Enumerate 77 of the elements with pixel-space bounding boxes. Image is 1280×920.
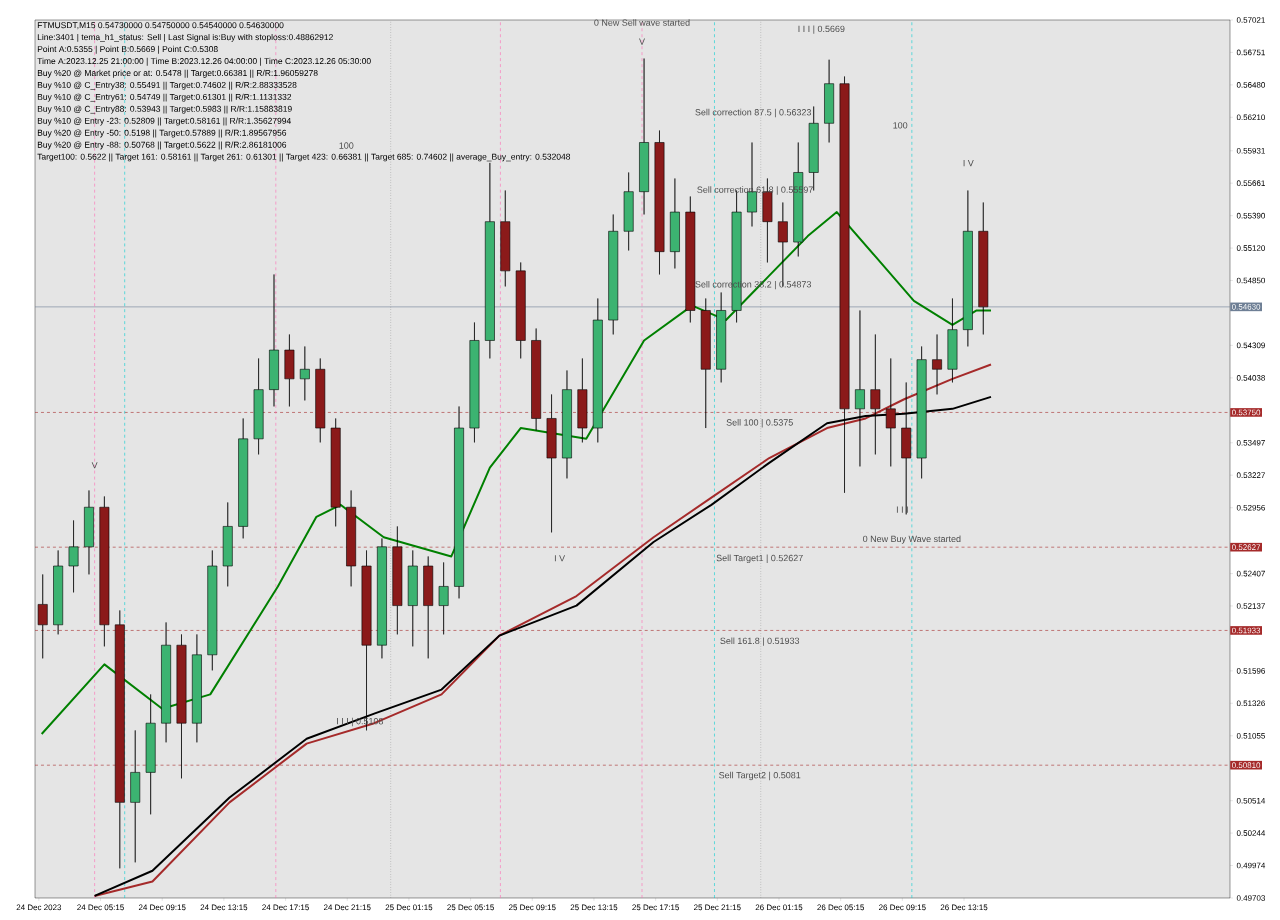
candlestick bbox=[161, 622, 171, 743]
candlestick bbox=[238, 418, 249, 539]
annotation: V bbox=[639, 38, 645, 45]
candlestick bbox=[392, 526, 403, 635]
candlestick bbox=[438, 562, 449, 635]
candlestick bbox=[68, 520, 79, 593]
candlestick bbox=[546, 394, 557, 533]
annotation: I I I | 0.5669 bbox=[798, 25, 845, 34]
candlestick bbox=[639, 58, 649, 215]
annotation: I I I bbox=[896, 506, 908, 513]
annotation: 0 New Sell wave started bbox=[594, 19, 690, 26]
candlestick bbox=[222, 502, 233, 587]
annotation: V bbox=[91, 462, 98, 469]
candlestick bbox=[608, 214, 619, 335]
candlestick bbox=[515, 262, 526, 359]
candlestick bbox=[978, 202, 989, 335]
candlestick bbox=[207, 550, 218, 671]
annotation: Sell 161.8 | 0.51933 bbox=[720, 637, 800, 646]
annotation: I V bbox=[963, 160, 974, 167]
annotation: Time A:2023.12.25 21:00:00 | Time B:2023.12.26 04:00:00 | Time C:2023.12.26 05:30:00 bbox=[37, 57, 371, 66]
candlestick bbox=[315, 358, 326, 443]
candlestick bbox=[145, 694, 156, 815]
candlestick bbox=[53, 550, 64, 635]
candlestick bbox=[531, 328, 542, 431]
candlestick bbox=[130, 730, 141, 863]
annotation: Sell Target1 | 0.52627 bbox=[716, 554, 803, 564]
candlestick bbox=[947, 298, 958, 383]
annotation: Sell Target2 | 0.5081 bbox=[719, 771, 801, 781]
annotation: Buy %10 @ Entry -23: 0.52809 || Target:0.58161 || R/R:1.35627994 bbox=[37, 117, 291, 126]
candlestick bbox=[114, 610, 125, 869]
annotation: Target100: 0.5622 || Target 161: 0.58161 || Target 261: 0.61301 || Target 423: 0.66381 || Target 685: 0.74602 || average_Buy_entry: 0.532048 bbox=[37, 153, 571, 162]
candlestick bbox=[577, 358, 588, 443]
annotation: 100 bbox=[893, 122, 908, 129]
candlestick bbox=[284, 334, 295, 407]
candlestick bbox=[454, 406, 464, 599]
candlestick bbox=[700, 298, 711, 429]
candlestick bbox=[407, 550, 418, 647]
candlestick bbox=[962, 190, 973, 347]
candlestick bbox=[669, 178, 680, 269]
candlestick bbox=[932, 334, 942, 395]
candlestick bbox=[623, 172, 634, 251]
annotation: Point A:0.5355 | Point B:0.5669 | Point C:0.5308 bbox=[37, 45, 218, 54]
chart-title: FTMUSDT,M15 0.54730000 0.54750000 0.54540000 0.54630000 bbox=[37, 22, 284, 30]
annotation: Buy %10 @ C_Entry61: 0.54749 || Target:0.61301 || R/R:1.1131332 bbox=[37, 93, 292, 102]
annotation: Buy %10 @ C_Entry88: 0.53943 || Target:0.5983 || R/R:1.15883819 bbox=[37, 105, 292, 114]
annotation: Sell 100 | 0.5375 bbox=[726, 419, 793, 428]
candlestick bbox=[592, 298, 603, 443]
candlestick bbox=[37, 574, 48, 659]
candlestick bbox=[299, 346, 310, 401]
annotation: Buy %10 @ C_Entry38: 0.55491 || Target:0.74602 || R/R:2.88333528 bbox=[37, 81, 297, 90]
candlestick bbox=[685, 196, 696, 323]
annotation: Line:3401 | tema_h1_status: Sell | Last Signal is:Buy with stoploss:0.48862912 bbox=[37, 33, 333, 42]
candlestick bbox=[99, 496, 110, 647]
candlestick bbox=[562, 370, 572, 479]
candlestick bbox=[253, 358, 264, 455]
annotation: Buy %20 @ Entry -50: 0.5198 || Target:0.57889 || R/R:1.89567956 bbox=[37, 129, 287, 138]
candlestick bbox=[330, 418, 341, 527]
candlestick bbox=[469, 322, 480, 443]
annotation: I V bbox=[554, 555, 566, 562]
annotation: Sell correction 87.5 | 0.56323 bbox=[695, 108, 812, 118]
candlestick bbox=[484, 162, 495, 359]
candlestick bbox=[346, 490, 357, 587]
candlestick bbox=[654, 130, 665, 275]
candlestick bbox=[500, 190, 511, 287]
annotation: 0 New Buy Wave started bbox=[863, 535, 961, 544]
annotation: Buy %20 @ Market price or at: 0.5478 || Target:0.66381 || R/R:1.96059278 bbox=[37, 69, 318, 78]
candlestick bbox=[269, 274, 279, 407]
candlestick bbox=[824, 59, 835, 143]
candlestick bbox=[176, 634, 187, 779]
candlestick bbox=[377, 538, 387, 659]
candlestick bbox=[716, 292, 727, 383]
annotation: 100 bbox=[339, 142, 354, 149]
annotation: Buy %20 @ Entry -88: 0.50768 || Target:0.5622 || R/R:2.86181006 bbox=[37, 141, 287, 150]
candlestick bbox=[191, 634, 202, 743]
line-series bbox=[40, 211, 992, 735]
candlestick bbox=[84, 490, 94, 575]
candlestick bbox=[423, 556, 434, 659]
